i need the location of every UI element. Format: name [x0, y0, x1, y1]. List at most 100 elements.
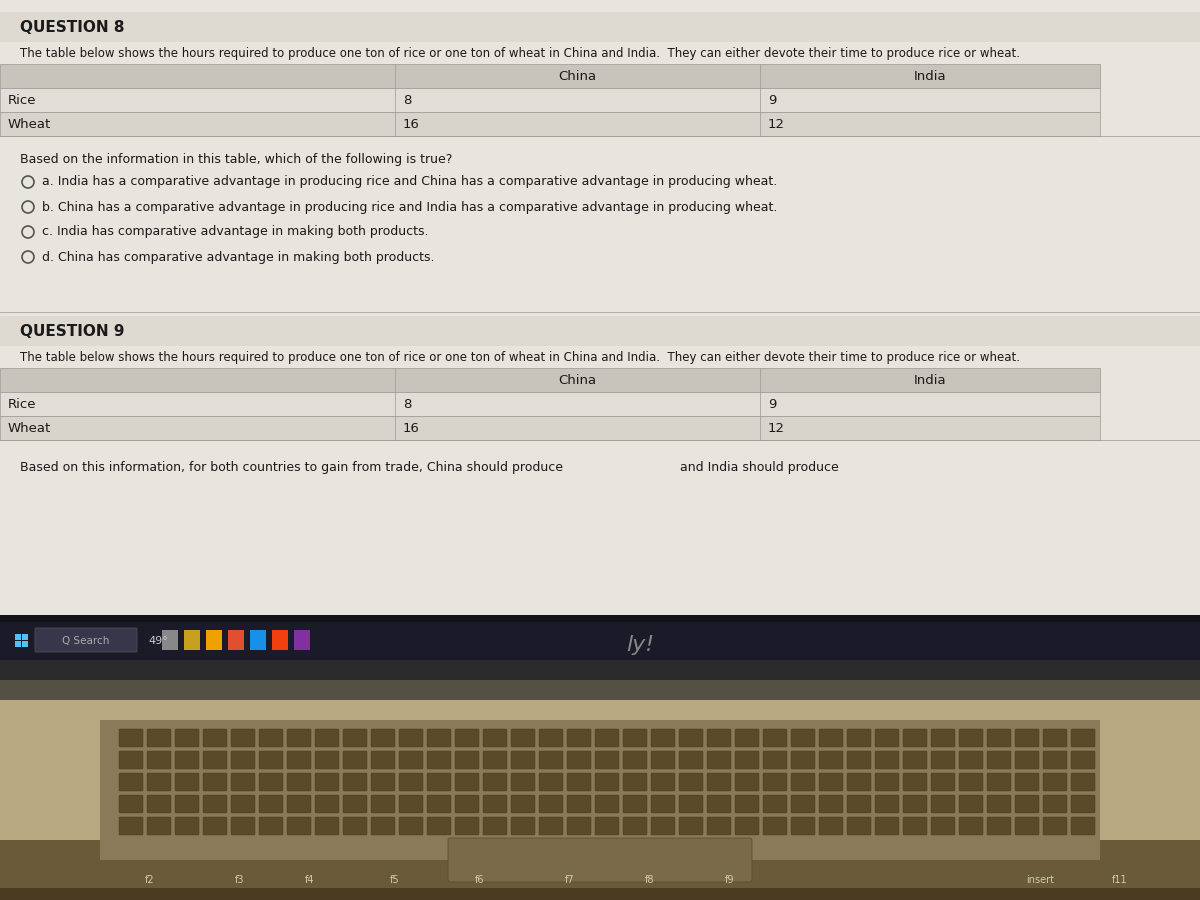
- Bar: [0, 578, 1200, 579]
- FancyBboxPatch shape: [734, 729, 760, 747]
- Bar: [228, 630, 244, 650]
- FancyBboxPatch shape: [203, 795, 227, 813]
- Bar: [0, 450, 1200, 451]
- FancyBboxPatch shape: [371, 795, 395, 813]
- FancyBboxPatch shape: [847, 729, 871, 747]
- Bar: [0, 156, 1200, 157]
- FancyBboxPatch shape: [427, 795, 451, 813]
- Text: a. India has a comparative advantage in producing rice and China has a comparati: a. India has a comparative advantage in …: [42, 176, 778, 188]
- FancyBboxPatch shape: [511, 751, 535, 769]
- Bar: [0, 204, 1200, 205]
- Bar: [0, 324, 1200, 325]
- FancyBboxPatch shape: [847, 773, 871, 791]
- Bar: [0, 28, 1200, 29]
- Bar: [0, 552, 1200, 553]
- Bar: [0, 372, 1200, 373]
- Text: China: China: [558, 374, 596, 386]
- Bar: [0, 618, 1200, 619]
- FancyBboxPatch shape: [427, 729, 451, 747]
- FancyBboxPatch shape: [679, 795, 703, 813]
- FancyBboxPatch shape: [763, 773, 787, 791]
- Bar: [0, 488, 1200, 489]
- Bar: [0, 42, 1200, 43]
- FancyBboxPatch shape: [119, 751, 143, 769]
- FancyBboxPatch shape: [818, 773, 842, 791]
- FancyBboxPatch shape: [398, 751, 424, 769]
- Bar: [0, 112, 1200, 113]
- Bar: [0, 518, 1200, 519]
- FancyBboxPatch shape: [448, 838, 752, 882]
- Bar: [0, 562, 1200, 563]
- FancyBboxPatch shape: [511, 795, 535, 813]
- Text: f2: f2: [145, 875, 155, 885]
- Bar: [0, 184, 1200, 185]
- Bar: [0, 290, 1200, 291]
- Bar: [0, 418, 1200, 419]
- FancyBboxPatch shape: [904, 817, 928, 835]
- FancyBboxPatch shape: [707, 795, 731, 813]
- FancyBboxPatch shape: [904, 729, 928, 747]
- Bar: [0, 346, 1200, 347]
- Bar: [0, 212, 1200, 213]
- Bar: [0, 240, 1200, 241]
- Bar: [0, 406, 1200, 407]
- Bar: [0, 306, 1200, 307]
- FancyBboxPatch shape: [148, 751, 172, 769]
- Bar: [0, 396, 1200, 397]
- Bar: [0, 114, 1200, 115]
- Bar: [0, 52, 1200, 53]
- Text: 16: 16: [403, 118, 420, 130]
- FancyBboxPatch shape: [148, 795, 172, 813]
- Bar: [0, 440, 1200, 441]
- Bar: [0, 94, 1200, 95]
- Bar: [0, 494, 1200, 495]
- FancyBboxPatch shape: [623, 817, 647, 835]
- FancyBboxPatch shape: [707, 817, 731, 835]
- Bar: [0, 274, 1200, 275]
- Bar: [0, 96, 1200, 97]
- FancyBboxPatch shape: [679, 817, 703, 835]
- Bar: [0, 534, 1200, 535]
- Bar: [0, 264, 1200, 265]
- Bar: [0, 604, 1200, 605]
- Text: f5: f5: [390, 875, 400, 885]
- FancyBboxPatch shape: [482, 817, 508, 835]
- Bar: [0, 448, 1200, 449]
- Bar: [0, 210, 1200, 211]
- Bar: [0, 436, 1200, 437]
- Bar: [0, 402, 1200, 403]
- FancyBboxPatch shape: [986, 817, 1010, 835]
- FancyBboxPatch shape: [343, 729, 367, 747]
- Bar: [0, 556, 1200, 557]
- FancyBboxPatch shape: [707, 751, 731, 769]
- Bar: [0, 176, 1200, 177]
- Bar: [0, 160, 1200, 161]
- Bar: [0, 164, 1200, 165]
- Bar: [0, 230, 1200, 231]
- FancyBboxPatch shape: [959, 729, 983, 747]
- FancyBboxPatch shape: [1072, 795, 1096, 813]
- Bar: [0, 615, 1200, 685]
- Bar: [0, 68, 1200, 69]
- FancyBboxPatch shape: [791, 729, 815, 747]
- FancyBboxPatch shape: [511, 729, 535, 747]
- FancyBboxPatch shape: [259, 751, 283, 769]
- Bar: [0, 680, 1200, 700]
- FancyBboxPatch shape: [371, 751, 395, 769]
- Bar: [0, 8, 1200, 9]
- Text: Wheat: Wheat: [8, 118, 52, 130]
- Bar: [0, 536, 1200, 537]
- Bar: [0, 190, 1200, 191]
- Bar: [100, 720, 1100, 860]
- Bar: [0, 0, 1200, 10]
- Bar: [0, 296, 1200, 297]
- Bar: [0, 134, 1200, 135]
- Bar: [0, 108, 1200, 109]
- FancyBboxPatch shape: [1015, 773, 1039, 791]
- Bar: [0, 312, 1200, 313]
- FancyBboxPatch shape: [482, 729, 508, 747]
- FancyBboxPatch shape: [734, 817, 760, 835]
- Bar: [0, 380, 1200, 381]
- FancyBboxPatch shape: [287, 773, 311, 791]
- Bar: [0, 446, 1200, 447]
